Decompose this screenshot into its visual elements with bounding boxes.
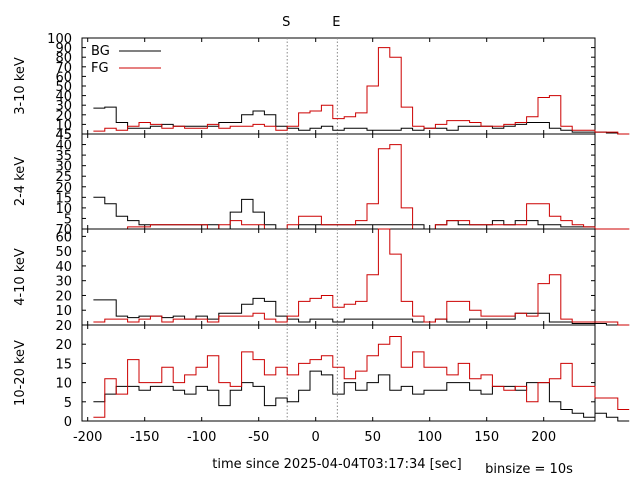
series-FG-line (93, 144, 630, 230)
series-BG-line (93, 297, 630, 326)
x-tick-label: 150 (474, 430, 499, 445)
y-tick-label: 20 (55, 289, 72, 304)
y-tick-label: 10 (55, 202, 72, 217)
y-tick-label: 20 (55, 319, 72, 334)
y-tick-label: 0 (64, 415, 72, 430)
legend: BG FG (91, 44, 161, 76)
series-BG-line (93, 196, 630, 230)
y-tick-label: 30 (55, 275, 72, 290)
y-axis-label: 2-4 keV (13, 157, 28, 206)
y-tick-label: 10 (55, 377, 72, 392)
x-tick-label: -200 (73, 430, 103, 445)
y-tick-label: 50 (55, 80, 72, 95)
y-tick-label: 50 (55, 245, 72, 260)
series-FG-line (93, 228, 630, 326)
y-axis-label: 4-10 keV (13, 248, 28, 306)
y-tick-label: 70 (55, 223, 72, 238)
y-tick-label: 100 (47, 32, 72, 47)
x-axis-label: time since 2025-04-04T03:17:34 [sec] (212, 457, 461, 472)
x-tick-label: 100 (417, 430, 442, 445)
y-tick-label: 60 (55, 230, 72, 245)
series-FG-line (93, 47, 630, 135)
y-tick-label: 30 (55, 160, 72, 175)
y-axis-label: 3-10 keV (13, 57, 28, 115)
y-tick-label: 10 (55, 118, 72, 133)
x-tick-label: 0 (312, 430, 320, 445)
y-axis-label: 10-20 keV (13, 340, 28, 406)
panel-frame (81, 37, 596, 135)
panel-frame (81, 133, 596, 230)
y-tick-label: 5 (64, 212, 72, 227)
y-tick-label: 25 (55, 170, 72, 185)
y-tick-label: 20 (55, 338, 72, 353)
binsize-note: binsize = 10s (485, 462, 573, 477)
y-tick-label: 10 (55, 304, 72, 319)
marker-label-S: S (282, 15, 290, 30)
x-tick-label: -50 (248, 430, 269, 445)
x-tick-label: -150 (130, 430, 160, 445)
y-tick-label: 30 (55, 99, 72, 114)
y-tick-label: 80 (55, 51, 72, 66)
y-tick-label: 15 (55, 357, 72, 372)
series-BG-line (93, 106, 630, 135)
y-tick-label: 70 (55, 61, 72, 76)
x-tick-label: 200 (531, 430, 556, 445)
marker-label-E: E (332, 15, 340, 30)
y-tick-label: 20 (55, 181, 72, 196)
y-tick-label: 45 (55, 128, 72, 143)
y-tick-label: 40 (55, 90, 72, 105)
y-tick-label: 40 (55, 260, 72, 275)
x-tick-label: -100 (187, 430, 217, 445)
legend-label-FG: FG (91, 61, 109, 76)
y-tick-label: 60 (55, 70, 72, 85)
series-BG-line (93, 370, 630, 422)
y-tick-label: 45 (55, 128, 72, 143)
y-tick-label: 90 (55, 42, 72, 57)
series-FG-line (93, 336, 630, 418)
y-tick-label: 15 (55, 191, 72, 206)
panel-frame (81, 228, 596, 326)
y-tick-label: 40 (55, 139, 72, 154)
x-tick-label: 50 (364, 430, 381, 445)
panel-frame (81, 324, 596, 422)
legend-label-BG: BG (91, 44, 110, 59)
y-tick-label: 20 (55, 109, 72, 124)
panel-3: 0 5 10 15 20 10-20 keV (13, 324, 630, 430)
y-tick-label: 5 (64, 396, 72, 411)
y-tick-label: 35 (55, 149, 72, 164)
